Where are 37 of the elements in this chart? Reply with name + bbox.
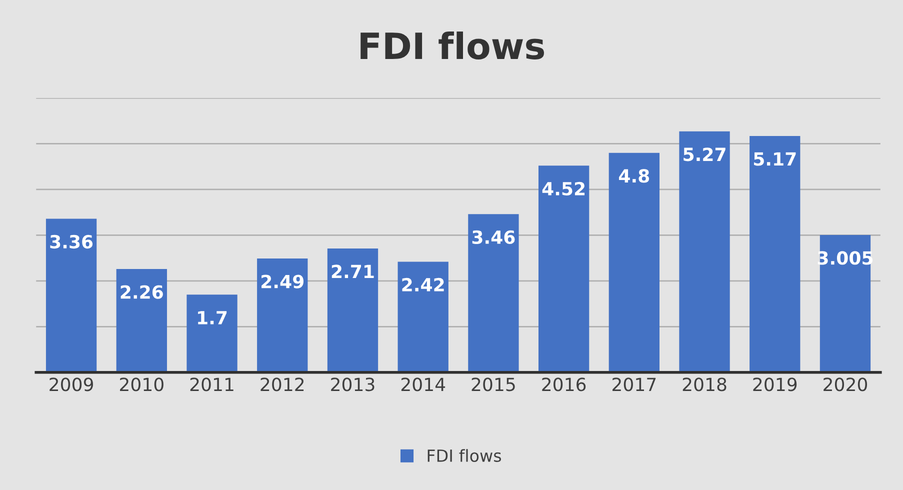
- data-label: 3.46: [472, 230, 515, 244]
- data-label: 2.49: [262, 274, 304, 288]
- data-label: 2.71: [332, 264, 374, 278]
- x-tick-label: 2018: [682, 378, 726, 392]
- x-tick-label: 2012: [260, 378, 304, 392]
- x-tick-label: 2020: [824, 378, 868, 392]
- bar: [186, 294, 238, 372]
- bar: [116, 269, 167, 372]
- bar: [538, 166, 590, 372]
- data-label: 1.7: [198, 311, 227, 324]
- bar: [468, 214, 519, 372]
- data-label: 5.27: [684, 148, 726, 162]
- x-tick-label: 2017: [612, 378, 656, 392]
- bar: [750, 136, 800, 372]
- bar: [327, 248, 378, 372]
- x-tick-label: 2019: [753, 378, 797, 392]
- bar: [679, 131, 730, 372]
- data-label: 4.8: [618, 169, 650, 183]
- x-tick-label: 2014: [401, 378, 446, 392]
- x-tick-label: 2016: [542, 378, 586, 392]
- x-tick-label: 2015: [472, 378, 515, 392]
- data-label: 2.42: [402, 278, 444, 292]
- chart-title: FDI flows: [360, 32, 544, 60]
- x-tick-label: 2010: [120, 378, 164, 392]
- data-label: 2.26: [120, 285, 163, 299]
- bar: [820, 234, 871, 372]
- x-tick-label: 2011: [190, 378, 234, 392]
- x-tick-label: 2013: [331, 378, 374, 392]
- bar: [46, 218, 97, 372]
- bar: [398, 262, 448, 372]
- bar: [608, 152, 660, 372]
- data-label: 3.36: [50, 234, 93, 249]
- data-label: 4.52: [542, 182, 585, 196]
- x-tick-label: 2009: [50, 378, 94, 392]
- bar: [257, 258, 308, 372]
- data-label: 5.17: [754, 152, 796, 166]
- legend-label: FDI flows: [428, 449, 502, 462]
